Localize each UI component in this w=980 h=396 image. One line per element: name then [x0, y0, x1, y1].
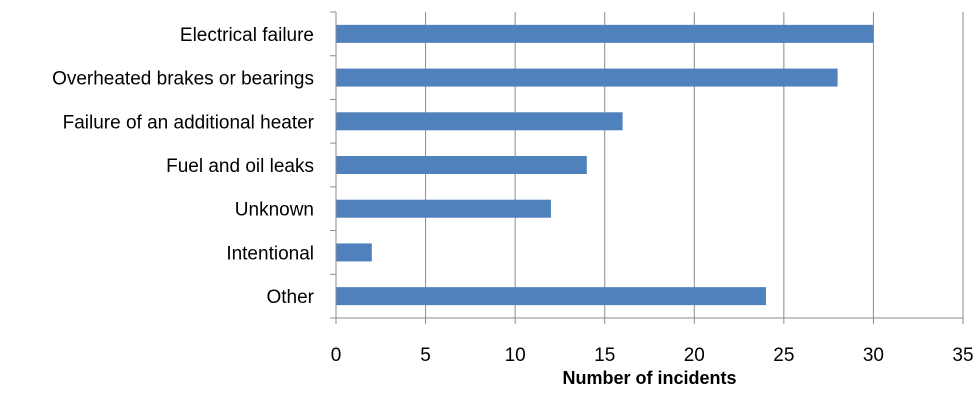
- x-tick-labels: 0 5 10 15 20 25 30 35: [331, 345, 974, 366]
- bars: [336, 24, 874, 306]
- category-label-other: Other: [266, 287, 314, 308]
- x-tick-label-0: 0: [331, 345, 342, 366]
- category-label-fuel-and-oil-leaks: Fuel and oil leaks: [166, 156, 314, 177]
- x-tick-label-10: 10: [505, 345, 526, 366]
- category-label-failure-of-an-additional-heater: Failure of an additional heater: [63, 112, 315, 133]
- x-tick-label-15: 15: [594, 345, 615, 366]
- x-tick-label-20: 20: [684, 345, 705, 366]
- bar-failure-of-an-additional-heater: [336, 112, 623, 131]
- category-label-electrical-failure: Electrical failure: [180, 25, 314, 46]
- category-label-intentional: Intentional: [226, 243, 314, 264]
- bar-unknown: [336, 199, 551, 218]
- bar-electrical-failure: [336, 24, 874, 43]
- bar-other: [336, 287, 766, 306]
- bar-intentional: [336, 243, 372, 262]
- x-tick-label-35: 35: [952, 345, 973, 366]
- bar-overheated-brakes-or-bearings: [336, 68, 838, 87]
- x-axis-title: Number of incidents: [562, 368, 736, 388]
- x-tick-label-5: 5: [420, 345, 431, 366]
- category-label-overheated-brakes-or-bearings: Overheated brakes or bearings: [52, 69, 314, 90]
- x-tick-label-30: 30: [863, 345, 884, 366]
- category-label-unknown: Unknown: [235, 200, 314, 221]
- category-labels: Electrical failure Overheated brakes or b…: [52, 25, 315, 308]
- gridlines: [425, 12, 964, 318]
- axes: [330, 11, 964, 324]
- x-tick-label-25: 25: [773, 345, 794, 366]
- bar-fuel-and-oil-leaks: [336, 156, 587, 174]
